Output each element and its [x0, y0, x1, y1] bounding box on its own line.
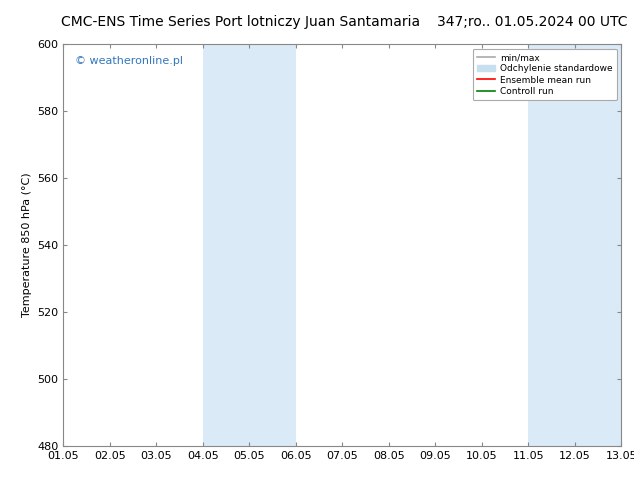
Y-axis label: Temperature 850 hPa (°C): Temperature 850 hPa (°C) [22, 172, 32, 318]
Legend: min/max, Odchylenie standardowe, Ensemble mean run, Controll run: min/max, Odchylenie standardowe, Ensembl… [472, 49, 617, 100]
Text: © weatheronline.pl: © weatheronline.pl [75, 56, 183, 66]
Bar [203, 44, 296, 446]
Text: CMC-ENS Time Series Port lotniczy Juan Santamaria: CMC-ENS Time Series Port lotniczy Juan S… [61, 15, 420, 29]
Text: 347;ro.. 01.05.2024 00 UTC: 347;ro.. 01.05.2024 00 UTC [437, 15, 628, 29]
Bar [528, 44, 621, 446]
